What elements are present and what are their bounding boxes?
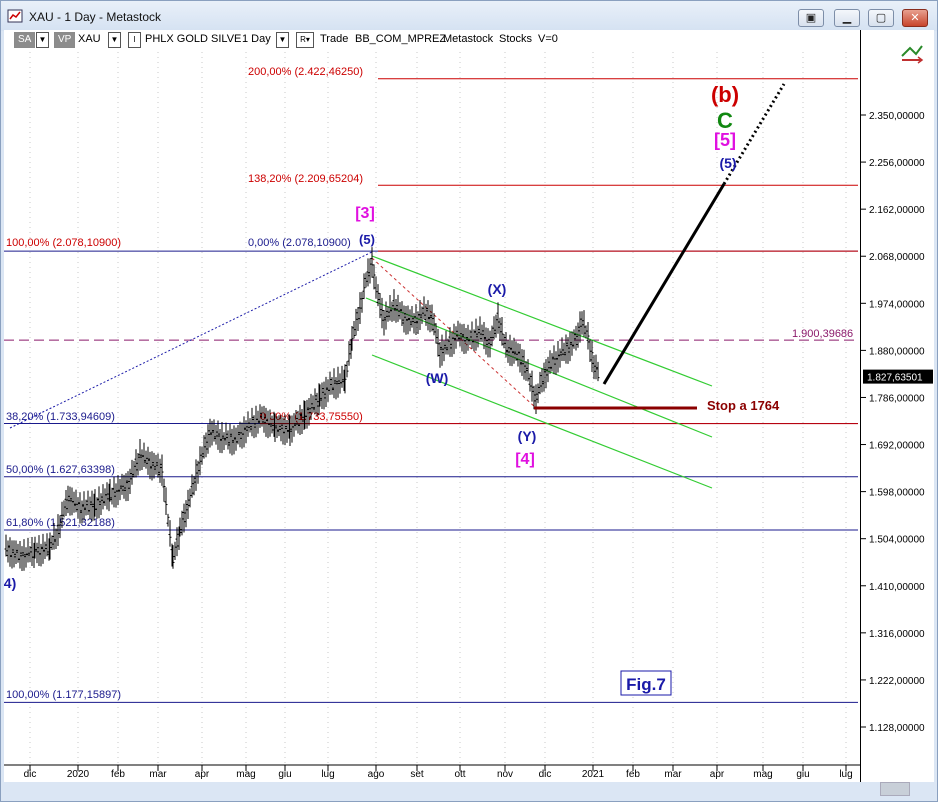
channel-line <box>371 354 713 489</box>
volume-label: V=0 <box>538 33 558 45</box>
price-axis-scale: 2.350,00000 2.256,00000 2.162,00000 2.068,0… <box>861 111 933 734</box>
channel-line <box>365 297 713 438</box>
price-axis-label: 2.350,00000 <box>869 111 925 122</box>
chart-app-icon <box>7 9 23 23</box>
time-axis-label: apr <box>710 769 725 780</box>
price-axis-label: 2.068,00000 <box>869 252 925 263</box>
time-axis-label: dic <box>24 769 37 780</box>
wave-5-paren-label: (5) <box>719 155 736 171</box>
minimize-button[interactable]: ▁ <box>834 9 860 27</box>
fibonacci-label: 38,20% (1.733,94609) <box>6 411 115 423</box>
fibonacci-label: 200,00% (2.422,46250) <box>248 66 363 78</box>
price-axis-label: 1.974,00000 <box>869 299 925 310</box>
price-axis-label: 1.692,00000 <box>869 441 925 452</box>
time-scroll-strip <box>4 782 934 798</box>
wave-4-left-label: 4) <box>4 575 16 591</box>
time-axis-label: ott <box>454 769 465 780</box>
price-axis-label: 2.162,00000 <box>869 205 925 216</box>
time-axis-label: mar <box>149 769 167 780</box>
time-axis-label: mag <box>753 769 772 780</box>
time-axis-label: mag <box>236 769 255 780</box>
fibonacci-label: 138,20% (2.209,65204) <box>248 173 363 185</box>
wave-4-bracket-label: [4] <box>515 451 535 468</box>
source-label: Metastock <box>443 33 494 45</box>
time-axis-label: lug <box>839 769 852 780</box>
stop-label: Stop a 1764 <box>707 398 780 413</box>
horizontal-scrollbar[interactable] <box>880 782 910 796</box>
current-price-label: 1.827,63501 <box>867 373 923 384</box>
time-axis-label: nov <box>497 769 513 780</box>
correction-dashed-line <box>371 257 537 409</box>
dashed-level-label: 1.900,39686 <box>792 328 853 340</box>
arrows-icon[interactable] <box>900 42 924 64</box>
price-axis-label: 1.128,00000 <box>869 723 925 734</box>
chart-options-button[interactable]: ▣ <box>798 9 824 27</box>
wave-x-label: (X) <box>488 281 507 297</box>
time-axis-label: 2021 <box>582 769 605 780</box>
restore-button[interactable]: ▢ <box>868 9 894 27</box>
wave-5-top-label: (5) <box>359 232 375 247</box>
vp-button[interactable]: VP <box>54 32 76 48</box>
price-axis[interactable]: 2.350,00000 2.256,00000 2.162,00000 2.068,0… <box>860 30 934 782</box>
price-axis-label: 2.256,00000 <box>869 158 925 169</box>
wave-w-label: (W) <box>426 370 449 386</box>
time-axis-label: lug <box>321 769 334 780</box>
close-button[interactable]: ✕ <box>902 9 928 27</box>
time-axis-label: giu <box>278 769 291 780</box>
price-axis-label: 1.222,00000 <box>869 676 925 687</box>
security-name: PHLX GOLD SILVE <box>145 33 242 45</box>
price-axis-label: 1.410,00000 <box>869 582 925 593</box>
sa-dropdown-icon[interactable]: ▼ <box>36 32 49 48</box>
period-label[interactable]: 1 Day <box>242 33 271 45</box>
price-axis-label: 1.880,00000 <box>869 346 925 357</box>
wave-5-bracket-label: [5] <box>714 130 736 150</box>
wave-y-label: (Y) <box>518 428 537 444</box>
time-axis-label: mar <box>664 769 682 780</box>
current-price-box <box>863 369 933 384</box>
projection-line <box>602 183 726 385</box>
period-dropdown-icon[interactable]: ▼ <box>276 32 289 48</box>
price-axis-label: 1.504,00000 <box>869 535 925 546</box>
expert-label: BB_COM_MPREZ <box>355 33 447 45</box>
sa-button[interactable]: SA <box>14 32 36 48</box>
price-axis-label: 1.598,00000 <box>869 488 925 499</box>
chart-toolbar: SA ▼ VP XAU ▼ I PHLX GOLD SILVE 1 Day ▼ … <box>8 30 858 50</box>
fibonacci-label: 100,00% (1.177,15897) <box>6 689 121 701</box>
fibonacci-label: 100,00% (2.078,10900) <box>6 237 121 249</box>
indicator-icon[interactable]: I <box>128 32 141 48</box>
channel-line <box>371 255 713 387</box>
wave-b-label: (b) <box>711 82 739 107</box>
price-axis-label: 1.316,00000 <box>869 629 925 640</box>
type-label: Stocks <box>499 33 533 45</box>
price-chart[interactable]: 200,00% (2.422,46250) 138,20% (2.209,6520… <box>4 30 860 782</box>
time-axis-label: feb <box>111 769 125 780</box>
figure-label: Fig.7 <box>626 675 666 694</box>
symbol-label[interactable]: XAU <box>78 33 101 45</box>
r-dropdown[interactable]: R▾ <box>296 32 314 48</box>
fibonacci-label: 50,00% (1.627,63398) <box>6 464 115 476</box>
trend-dotted-line <box>9 251 373 429</box>
title-bar[interactable]: XAU - 1 Day - Metastock ▣ ▁ ▢ ✕ <box>1 1 937 31</box>
chart-canvas[interactable]: 200,00% (2.422,46250) 138,20% (2.209,6520… <box>4 30 860 782</box>
time-axis-label: dic <box>539 769 552 780</box>
time-axis-label: 2020 <box>67 769 90 780</box>
time-axis-label: feb <box>626 769 640 780</box>
time-axis-label: apr <box>195 769 210 780</box>
window-title: XAU - 1 Day - Metastock <box>29 10 162 24</box>
fibonacci-label: 0,00% (2.078,10900) <box>248 237 351 249</box>
wave-c-label: C <box>717 108 733 133</box>
trade-label[interactable]: Trade <box>320 33 349 45</box>
time-axis-label: ago <box>368 769 385 780</box>
figure-label-box <box>620 670 672 696</box>
symbol-dropdown-icon[interactable]: ▼ <box>108 32 121 48</box>
wave-3-bracket-label: [3] <box>355 205 375 222</box>
price-axis-label: 1.786,00000 <box>869 393 925 404</box>
time-axis-label: giu <box>796 769 809 780</box>
time-axis-label: set <box>410 769 424 780</box>
